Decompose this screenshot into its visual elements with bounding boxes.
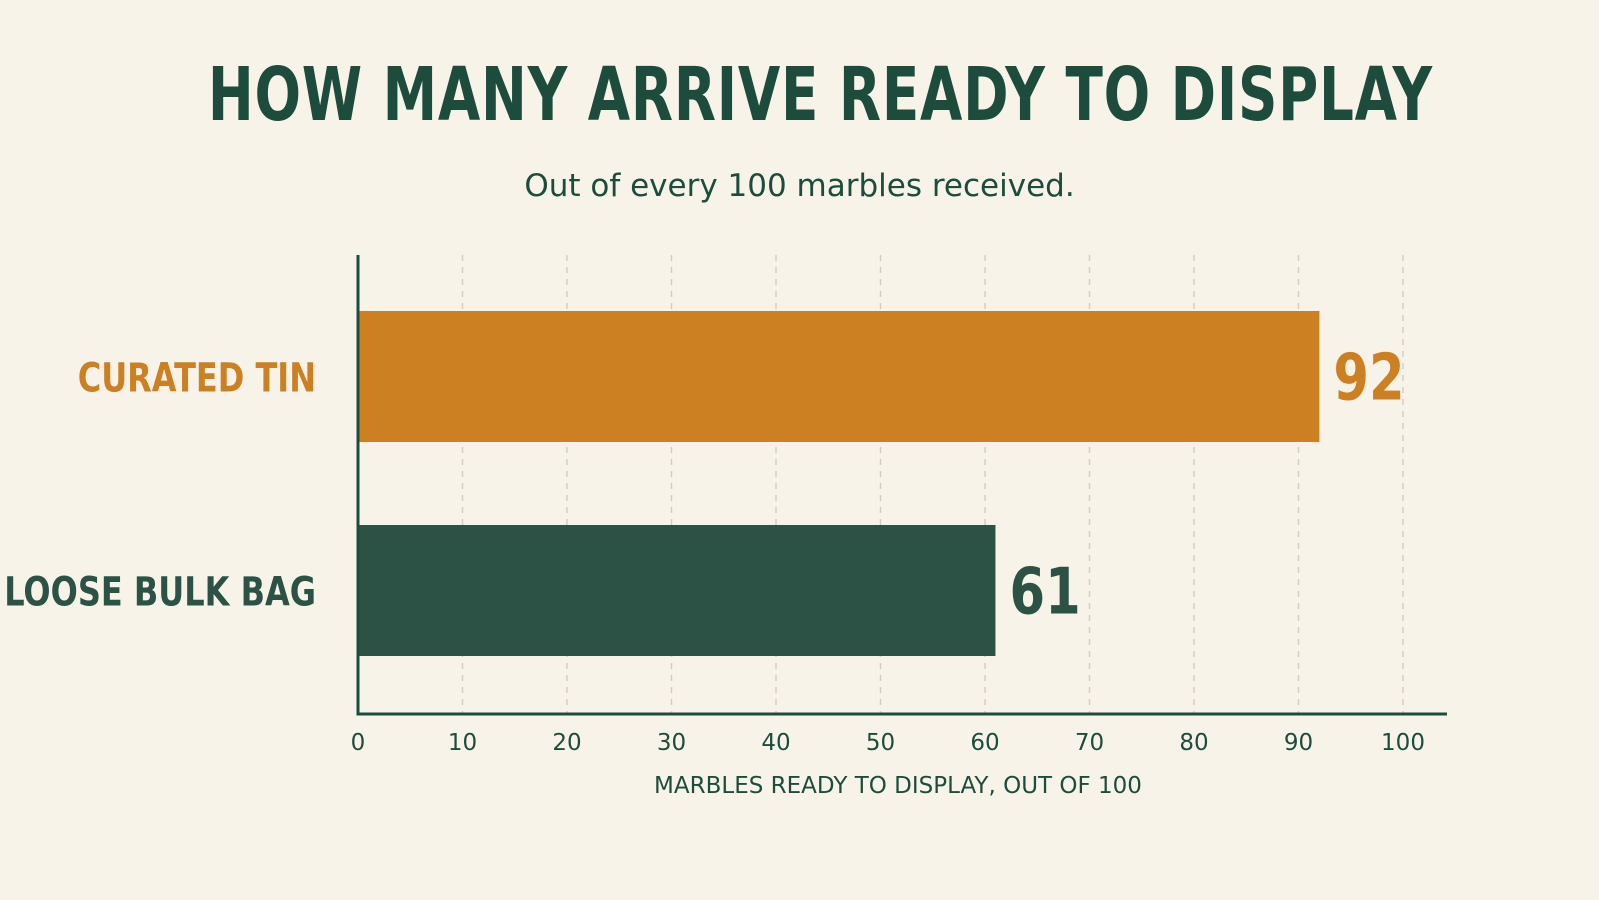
value-label: 61 [1009,554,1080,629]
x-tick-label: 10 [448,730,477,756]
x-axis-label: MARBLES READY TO DISPLAY, OUT OF 100 [654,773,1142,799]
chart-subtitle: Out of every 100 marbles received. [524,168,1075,204]
bar [358,311,1320,442]
x-tick-label: 50 [866,730,895,756]
x-tick-label: 100 [1381,730,1425,756]
x-tick-label: 0 [351,730,366,756]
category-label: LOOSE BULK BAG [4,568,316,615]
x-tick-label: 30 [657,730,686,756]
axes [356,255,1447,716]
value-label: 92 [1333,340,1404,415]
x-tick-label: 80 [1179,730,1208,756]
x-tick-label: 70 [1075,730,1104,756]
bar [358,525,996,656]
x-tick-label: 60 [970,730,999,756]
x-tick-label: 90 [1284,730,1313,756]
category-label: CURATED TIN [78,354,316,401]
x-tick-label: 20 [552,730,581,756]
x-tick-label: 40 [761,730,790,756]
chart-title: HOW MANY ARRIVE READY TO DISPLAY [207,52,1433,138]
labels: 0 10 20 30 40 50 60 70 80 90 100 CURATED TIN 92 LOOSE… [4,340,1425,756]
bars [358,311,1320,656]
